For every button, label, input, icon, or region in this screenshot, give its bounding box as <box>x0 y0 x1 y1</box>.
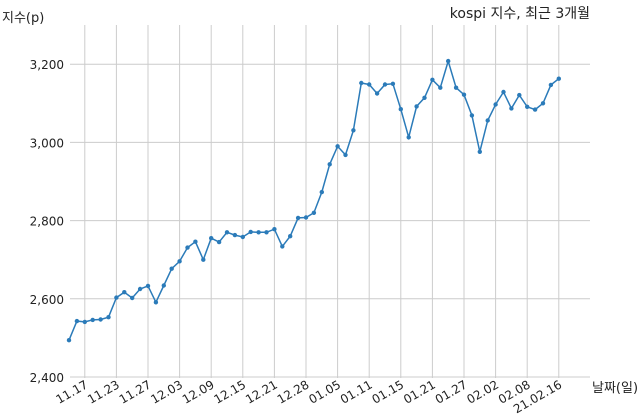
data-point <box>374 91 380 96</box>
data-point <box>130 295 135 301</box>
data-point <box>493 102 498 107</box>
data-point <box>398 107 403 112</box>
data-point <box>240 234 245 240</box>
y-tick-label: 2,400 <box>30 371 64 385</box>
data-point <box>177 259 182 264</box>
x-tick-label: 01.15 <box>370 377 407 406</box>
data-point <box>303 215 309 220</box>
data-point <box>367 82 372 87</box>
y-tick-label: 3,000 <box>30 136 64 150</box>
x-tick-label: 11.23 <box>85 377 122 406</box>
y-axis-ticks: 2,400 2,600 2,800 3,000 3,200 <box>30 58 64 385</box>
data-point <box>319 189 324 195</box>
x-tick-label: 12.21 <box>243 377 280 406</box>
x-tick-label: 01.05 <box>306 377 343 406</box>
data-point <box>359 80 364 86</box>
data-point <box>264 230 269 235</box>
data-point <box>327 162 332 167</box>
data-point <box>438 85 443 90</box>
data-point <box>422 95 427 101</box>
x-tick-label: 11.27 <box>117 377 154 406</box>
data-point <box>509 106 514 111</box>
data-point <box>288 234 293 239</box>
data-point <box>461 92 467 97</box>
data-point <box>106 315 111 320</box>
data-point <box>548 82 554 88</box>
data-point <box>98 317 103 322</box>
data-point <box>201 257 206 262</box>
data-point <box>122 290 127 295</box>
data-point <box>311 210 317 215</box>
data-point <box>453 85 459 90</box>
data-point <box>272 227 277 232</box>
data-point <box>414 104 419 109</box>
data-point <box>137 286 143 292</box>
data-point <box>382 82 388 87</box>
data-point <box>335 144 340 149</box>
x-tick-label: 12.09 <box>180 377 217 406</box>
data-point <box>430 77 435 83</box>
y-axis-label: 지수(p) <box>2 11 44 26</box>
data-point <box>501 89 506 95</box>
grid <box>70 25 590 378</box>
x-tick-label: 12.15 <box>212 377 249 406</box>
data-point <box>540 101 546 106</box>
data-point <box>280 244 285 249</box>
y-tick-label: 3,200 <box>30 58 64 72</box>
data-point <box>517 92 522 98</box>
data-point <box>224 230 230 235</box>
data-point <box>351 128 356 133</box>
data-point <box>446 58 451 64</box>
y-tick-label: 2,600 <box>30 293 64 307</box>
x-axis-label: 날짜(일) <box>592 381 638 396</box>
data-point <box>556 76 561 81</box>
data-point <box>185 245 190 250</box>
x-tick-label: 01.21 <box>401 377 438 406</box>
x-tick-label: 01.11 <box>338 377 375 406</box>
data-point <box>485 118 490 123</box>
x-tick-label: 12.03 <box>148 377 185 406</box>
data-point <box>525 104 530 110</box>
x-axis-ticks: 11.1711.2311.2712.0312.0912.1512.2112.28… <box>54 377 565 416</box>
data-point <box>532 107 538 112</box>
data-point <box>82 319 88 325</box>
data-point <box>74 318 80 324</box>
data-point <box>232 232 238 238</box>
data-point <box>90 317 95 323</box>
x-tick-label: 12.28 <box>275 377 312 406</box>
data-point <box>256 230 261 235</box>
data-point <box>161 283 166 288</box>
data-point <box>66 338 72 343</box>
y-tick-label: 2,800 <box>30 215 64 229</box>
data-point <box>248 229 253 235</box>
data-point <box>406 135 411 140</box>
data-point <box>469 113 475 118</box>
x-tick-label: 02.02 <box>464 377 501 406</box>
data-point <box>169 266 174 271</box>
data-point <box>153 300 159 305</box>
chart-title: kospi 지수, 최근 3개월 <box>450 6 590 22</box>
data-points <box>66 58 561 343</box>
data-point <box>216 239 222 245</box>
data-point <box>295 215 301 221</box>
data-point <box>390 81 396 87</box>
data-point <box>193 239 198 244</box>
data-point <box>145 283 151 289</box>
data-point <box>209 236 214 241</box>
data-point <box>477 149 482 154</box>
data-point <box>114 295 119 300</box>
data-point <box>343 152 348 158</box>
x-tick-label: 01.27 <box>433 377 470 406</box>
